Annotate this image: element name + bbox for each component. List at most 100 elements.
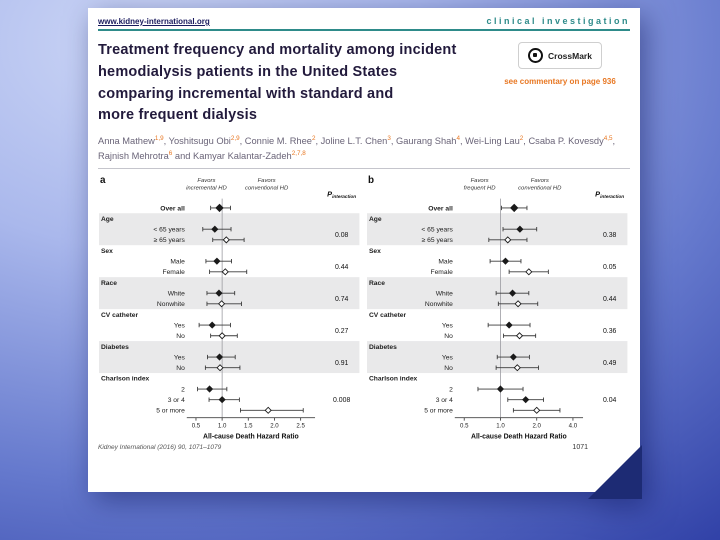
svg-text:Age: Age <box>369 216 382 223</box>
article-page-wrap: www.kidney-international.org clinical in… <box>88 8 642 499</box>
svg-text:All-cause Death Hazard Ratio: All-cause Death Hazard Ratio <box>203 433 299 440</box>
svg-text:2: 2 <box>449 386 453 393</box>
svg-text:Favors: Favors <box>197 178 215 184</box>
svg-text:Race: Race <box>101 280 117 287</box>
title-side: CrossMark see commentary on page 936 <box>490 40 630 127</box>
svg-text:Charlson index: Charlson index <box>101 376 150 383</box>
svg-text:2.0: 2.0 <box>270 422 279 429</box>
svg-text:Charlson index: Charlson index <box>369 376 418 383</box>
svg-text:Sex: Sex <box>101 248 113 255</box>
svg-text:0.27: 0.27 <box>335 328 349 335</box>
svg-text:0.91: 0.91 <box>335 360 349 367</box>
page-footer: Kidney International (2016) 90, 1071–107… <box>98 444 630 451</box>
svg-text:Yes: Yes <box>442 322 454 329</box>
svg-text:0.05: 0.05 <box>603 264 617 271</box>
svg-text:Pinteraction: Pinteraction <box>327 190 356 201</box>
svg-text:Female: Female <box>163 269 186 276</box>
svg-text:Favors: Favors <box>470 178 488 184</box>
svg-text:4.0: 4.0 <box>568 422 577 429</box>
svg-text:White: White <box>168 290 185 297</box>
svg-text:Diabetes: Diabetes <box>369 344 397 351</box>
svg-text:Female: Female <box>430 269 453 276</box>
svg-text:Sex: Sex <box>369 248 381 255</box>
svg-text:Male: Male <box>438 259 453 266</box>
forest-plot-svg-b: Over all Age 0.38 < 65 years ≥ 65 years Sex 0.… <box>366 171 630 443</box>
svg-text:0.5: 0.5 <box>460 422 469 429</box>
forest-plot-panel-a: Over all Age 0.08 < 65 years ≥ 65 years Sex 0.… <box>98 171 362 443</box>
crossmark-icon <box>528 48 543 63</box>
svg-text:1.0: 1.0 <box>496 422 505 429</box>
svg-text:0.36: 0.36 <box>603 328 617 335</box>
svg-text:Age: Age <box>101 216 114 223</box>
section-label: clinical investigation <box>486 16 630 26</box>
svg-text:Yes: Yes <box>442 354 454 361</box>
svg-text:0.38: 0.38 <box>603 232 617 239</box>
svg-text:5 or more: 5 or more <box>156 408 185 415</box>
article-page: www.kidney-international.org clinical in… <box>88 8 640 492</box>
commentary-link[interactable]: see commentary on page 936 <box>504 77 616 86</box>
page-header: www.kidney-international.org clinical in… <box>98 16 630 26</box>
svg-text:Over all: Over all <box>428 205 453 212</box>
svg-text:< 65 years: < 65 years <box>421 227 453 234</box>
svg-text:conventional HD: conventional HD <box>245 185 289 191</box>
svg-text:0.44: 0.44 <box>603 296 617 303</box>
header-divider <box>98 29 630 31</box>
svg-text:Male: Male <box>170 259 185 266</box>
svg-text:No: No <box>176 333 185 340</box>
crossmark-label: CrossMark <box>548 50 592 61</box>
svg-text:No: No <box>444 333 453 340</box>
svg-text:frequent HD: frequent HD <box>463 185 496 191</box>
page-fold <box>588 445 642 499</box>
svg-text:5 or more: 5 or more <box>424 408 453 415</box>
svg-text:White: White <box>435 290 452 297</box>
svg-text:All-cause Death Hazard Ratio: All-cause Death Hazard Ratio <box>471 433 567 440</box>
svg-text:0.5: 0.5 <box>192 422 201 429</box>
svg-text:Pinteraction: Pinteraction <box>595 190 624 201</box>
svg-text:3 or 4: 3 or 4 <box>168 397 185 404</box>
svg-text:No: No <box>444 365 453 372</box>
svg-text:incremental HD: incremental HD <box>186 185 227 191</box>
svg-text:Favors: Favors <box>258 178 276 184</box>
svg-text:< 65 years: < 65 years <box>153 227 185 234</box>
svg-text:Yes: Yes <box>174 322 186 329</box>
svg-text:0.44: 0.44 <box>335 264 349 271</box>
crossmark-badge[interactable]: CrossMark <box>518 42 602 69</box>
svg-text:2: 2 <box>181 386 185 393</box>
svg-text:Nonwhite: Nonwhite <box>157 301 185 308</box>
svg-text:CV catheter: CV catheter <box>369 312 407 319</box>
svg-text:b: b <box>368 175 374 186</box>
title-row: Treatment frequency and mortality among … <box>98 40 630 127</box>
svg-text:2.5: 2.5 <box>296 422 305 429</box>
svg-text:Nonwhite: Nonwhite <box>425 301 453 308</box>
svg-text:Favors: Favors <box>530 178 548 184</box>
svg-text:CV catheter: CV catheter <box>101 312 139 319</box>
svg-text:Diabetes: Diabetes <box>101 344 129 351</box>
page-number: 1071 <box>572 444 588 452</box>
svg-text:Race: Race <box>369 280 385 287</box>
svg-text:≥ 65 years: ≥ 65 years <box>154 237 186 244</box>
svg-text:0.08: 0.08 <box>335 232 349 239</box>
svg-text:1.5: 1.5 <box>244 422 253 429</box>
svg-text:≥ 65 years: ≥ 65 years <box>421 237 453 244</box>
svg-text:0.04: 0.04 <box>603 397 617 404</box>
svg-text:0.49: 0.49 <box>603 360 617 367</box>
forest-plots: Over all Age 0.08 < 65 years ≥ 65 years Sex 0.… <box>98 171 630 443</box>
svg-text:3 or 4: 3 or 4 <box>435 397 452 404</box>
svg-text:conventional HD: conventional HD <box>518 185 562 191</box>
svg-text:a: a <box>100 175 106 186</box>
author-list: Anna Mathew1,9, Yoshitsugu Obi2,9, Conni… <box>98 135 616 161</box>
forest-plot-panel-b: Over all Age 0.38 < 65 years ≥ 65 years Sex 0.… <box>366 171 630 443</box>
journal-url-link[interactable]: www.kidney-international.org <box>98 17 210 26</box>
svg-text:Yes: Yes <box>174 354 186 361</box>
svg-text:2.0: 2.0 <box>532 422 541 429</box>
svg-text:1.0: 1.0 <box>218 422 227 429</box>
article-title: Treatment frequency and mortality among … <box>98 42 457 124</box>
svg-text:No: No <box>176 365 185 372</box>
authors-divider <box>98 168 630 169</box>
svg-text:0.008: 0.008 <box>333 397 350 404</box>
svg-text:Over all: Over all <box>160 205 185 212</box>
journal-citation: Kidney International (2016) 90, 1071–107… <box>98 444 222 452</box>
forest-plot-svg-a: Over all Age 0.08 < 65 years ≥ 65 years Sex 0.… <box>98 171 362 443</box>
svg-text:0.74: 0.74 <box>335 296 349 303</box>
